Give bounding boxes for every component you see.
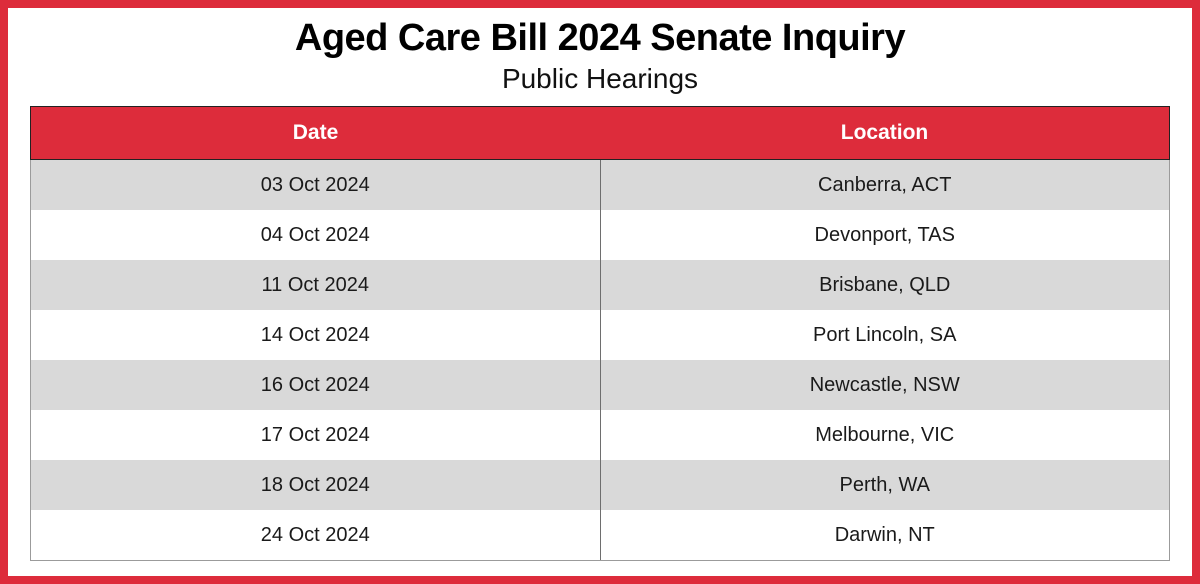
page-title: Aged Care Bill 2024 Senate Inquiry	[294, 17, 906, 59]
header-row: Date Location	[30, 106, 1170, 161]
location-cell: Devonport, TAS	[599, 210, 1170, 261]
hearings-table: Date Location 03 Oct 2024 Canberra, ACT …	[30, 106, 1170, 562]
location-cell: Melbourne, VIC	[599, 410, 1170, 461]
column-header-location: Location	[600, 106, 1170, 161]
date-cell: 04 Oct 2024	[30, 210, 600, 261]
page-subtitle: Public Hearings	[501, 62, 699, 94]
table-row: 24 Oct 2024 Darwin, NT	[30, 510, 1170, 562]
table-row: 16 Oct 2024 Newcastle, NSW	[30, 360, 1170, 411]
date-cell: 18 Oct 2024	[30, 460, 600, 511]
table-row: 03 Oct 2024 Canberra, ACT	[30, 159, 1170, 211]
location-cell: Brisbane, QLD	[599, 260, 1170, 311]
date-cell: 14 Oct 2024	[30, 310, 600, 361]
date-cell: 11 Oct 2024	[30, 260, 600, 311]
date-cell: 16 Oct 2024	[30, 360, 600, 411]
location-cell: Darwin, NT	[599, 510, 1170, 562]
table-row: 04 Oct 2024 Devonport, TAS	[30, 210, 1170, 261]
masthead: Aged Care Bill 2024 Senate Inquiry Publi…	[8, 8, 1192, 95]
column-header-date: Date	[30, 106, 600, 161]
table-row: 14 Oct 2024 Port Lincoln, SA	[30, 310, 1170, 361]
table-header: Date Location	[30, 106, 1170, 161]
location-cell: Port Lincoln, SA	[599, 310, 1170, 361]
date-cell: 03 Oct 2024	[30, 159, 600, 211]
table-body: 03 Oct 2024 Canberra, ACT 04 Oct 2024 De…	[30, 159, 1170, 562]
table-row: 17 Oct 2024 Melbourne, VIC	[30, 410, 1170, 461]
location-cell: Canberra, ACT	[599, 159, 1170, 211]
date-cell: 24 Oct 2024	[30, 510, 600, 562]
table-row: 11 Oct 2024 Brisbane, QLD	[30, 260, 1170, 311]
location-cell: Perth, WA	[599, 460, 1170, 511]
location-cell: Newcastle, NSW	[599, 360, 1170, 411]
table-row: 18 Oct 2024 Perth, WA	[30, 460, 1170, 511]
date-cell: 17 Oct 2024	[30, 410, 600, 461]
